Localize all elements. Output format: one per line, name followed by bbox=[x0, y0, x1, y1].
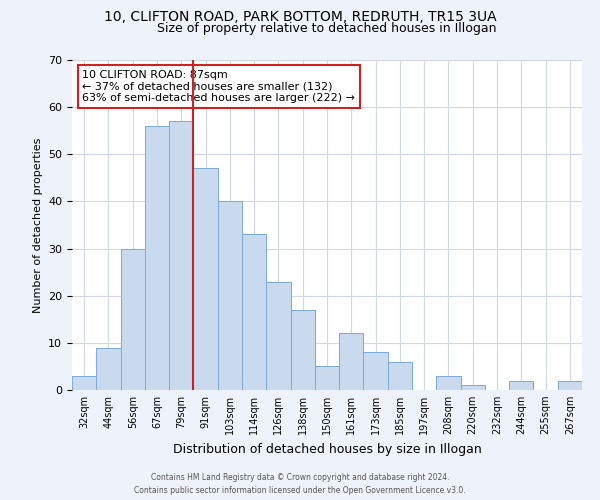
Bar bbox=[242, 234, 266, 390]
Y-axis label: Number of detached properties: Number of detached properties bbox=[32, 138, 43, 312]
Bar bbox=[509, 380, 533, 390]
Bar bbox=[193, 168, 218, 390]
Bar bbox=[339, 334, 364, 390]
Bar bbox=[72, 376, 96, 390]
Bar bbox=[266, 282, 290, 390]
Bar bbox=[169, 122, 193, 390]
Title: Size of property relative to detached houses in Illogan: Size of property relative to detached ho… bbox=[157, 22, 497, 35]
Bar bbox=[461, 386, 485, 390]
Bar bbox=[388, 362, 412, 390]
Bar bbox=[121, 248, 145, 390]
Text: 10, CLIFTON ROAD, PARK BOTTOM, REDRUTH, TR15 3UA: 10, CLIFTON ROAD, PARK BOTTOM, REDRUTH, … bbox=[104, 10, 496, 24]
Text: Contains HM Land Registry data © Crown copyright and database right 2024.
Contai: Contains HM Land Registry data © Crown c… bbox=[134, 474, 466, 495]
Bar bbox=[436, 376, 461, 390]
Bar bbox=[96, 348, 121, 390]
Bar bbox=[145, 126, 169, 390]
Bar bbox=[218, 202, 242, 390]
Bar bbox=[290, 310, 315, 390]
Bar bbox=[558, 380, 582, 390]
Bar bbox=[364, 352, 388, 390]
Text: 10 CLIFTON ROAD: 87sqm
← 37% of detached houses are smaller (132)
63% of semi-de: 10 CLIFTON ROAD: 87sqm ← 37% of detached… bbox=[82, 70, 355, 103]
X-axis label: Distribution of detached houses by size in Illogan: Distribution of detached houses by size … bbox=[173, 442, 481, 456]
Bar bbox=[315, 366, 339, 390]
